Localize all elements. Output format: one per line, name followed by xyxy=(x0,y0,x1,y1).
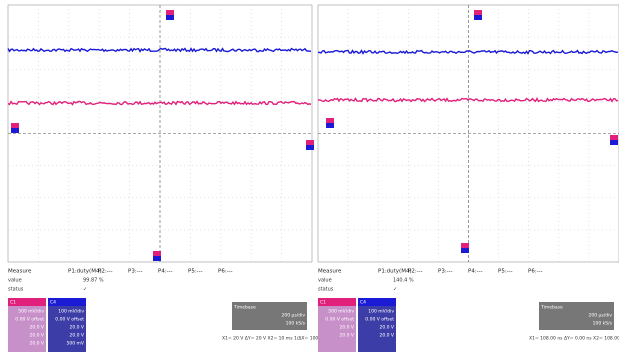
timebase-line: 200 µs/div xyxy=(281,313,305,319)
channel-line: 0.00 V offset xyxy=(325,317,354,323)
timebase-line: 100 kS/s xyxy=(286,321,306,327)
channel-name: C1 xyxy=(10,300,16,306)
cursor-readout: X1= 108.00 ns ΔY= 0.00 ns X2= 108.00 ns … xyxy=(529,336,619,342)
measure-header: P3:--- xyxy=(128,269,143,275)
measure-header: P6:--- xyxy=(528,269,543,275)
timebase-name: Timebase xyxy=(540,305,563,311)
marker xyxy=(610,135,618,140)
channel-line: 20.0 V xyxy=(29,333,44,339)
marker xyxy=(610,140,618,145)
marker xyxy=(11,123,19,128)
measure-header: P4:--- xyxy=(158,269,173,275)
measure-header: P5:--- xyxy=(498,269,513,275)
channel-line: 20.0 V xyxy=(29,325,44,331)
measure-cell: 99.87 % xyxy=(83,278,104,284)
measure-cell: value xyxy=(8,278,22,284)
channel-line: 20.0 V xyxy=(339,325,354,331)
timebase-name: Timebase xyxy=(233,305,256,311)
measure-cell: value xyxy=(318,278,332,284)
channel-line: 500 mV xyxy=(67,341,85,347)
channel-name: C4 xyxy=(360,300,366,306)
marker xyxy=(306,145,314,150)
measure-header: Measure xyxy=(318,269,342,275)
channel-line: 500 mV/div xyxy=(328,309,354,315)
marker xyxy=(166,15,174,20)
channel-name: C1 xyxy=(320,300,326,306)
cursor-readout: X1= 20 V ΔY= 20 V X2= 10 ms 1/ΔX= 100 Hz xyxy=(222,336,326,342)
marker xyxy=(326,118,334,123)
measure-header: P4:--- xyxy=(468,269,483,275)
channel-line: 100 mV/div xyxy=(58,309,84,315)
marker xyxy=(153,256,161,261)
measure-header: P5:--- xyxy=(188,269,203,275)
marker xyxy=(474,15,482,20)
channel-line: 0.00 V offset xyxy=(365,317,394,323)
channel-line: 20.0 V xyxy=(379,325,394,331)
channel-line: 20.0 V xyxy=(69,333,84,339)
measure-cell: ✓ xyxy=(393,287,397,293)
marker xyxy=(306,140,314,145)
measure-header: Measure xyxy=(8,269,32,275)
marker xyxy=(11,128,19,133)
marker xyxy=(461,248,469,253)
scope-screens: MeasureP1:duty(M4)P2:---P3:---P4:---P5:-… xyxy=(0,0,619,352)
marker xyxy=(461,243,469,248)
channel-line: 500 mV/div xyxy=(18,309,44,315)
channel-line: 20.0 V xyxy=(69,325,84,331)
channel-line: 0.00 V offset xyxy=(15,317,44,323)
channel-line: 20.0 V xyxy=(339,333,354,339)
measure-header: P2:--- xyxy=(408,269,423,275)
measure-header: P6:--- xyxy=(218,269,233,275)
measure-cell: status xyxy=(8,287,24,293)
measure-header: P3:--- xyxy=(438,269,453,275)
measure-header: P2:--- xyxy=(98,269,113,275)
timebase-line: 100 kS/s xyxy=(593,321,613,327)
measure-cell: 140.4 % xyxy=(393,278,414,284)
channel-line: 20.0 V xyxy=(29,341,44,347)
marker xyxy=(166,10,174,15)
measure-cell: ✓ xyxy=(83,287,87,293)
timebase-line: 200 µs/div xyxy=(588,313,612,319)
marker xyxy=(153,251,161,256)
marker xyxy=(474,10,482,15)
channel-line: 0.00 V offset xyxy=(55,317,84,323)
measure-header: P1:duty(M4) xyxy=(378,269,412,275)
channel-line: 100 mV/div xyxy=(368,309,394,315)
measure-cell: status xyxy=(318,287,334,293)
channel-name: C4 xyxy=(50,300,56,306)
marker xyxy=(326,123,334,128)
channel-line: 20.0 V xyxy=(379,333,394,339)
measure-header: P1:duty(M4) xyxy=(68,269,102,275)
